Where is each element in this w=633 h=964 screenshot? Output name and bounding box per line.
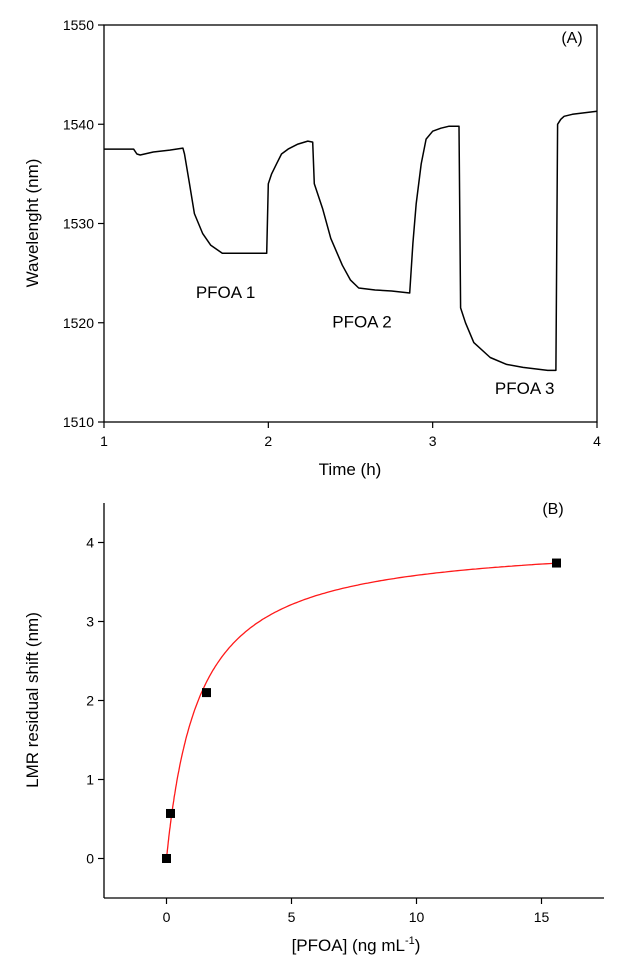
chart-a-y-tick-label: 1520 [63, 315, 94, 331]
chart-b-data-point [162, 854, 171, 863]
chart-b-y-tick-label: 4 [86, 535, 94, 551]
chart-a-panel-label: (A) [561, 30, 582, 47]
chart-a: 1 2 3 4 1510 1520 1530 1540 1550 PFOA 1 PFOA 2 PF… [23, 17, 601, 479]
chart-b-x-tick-label: 15 [534, 909, 550, 925]
chart-b-x-tick-label: 5 [288, 909, 296, 925]
chart-b-data-point [202, 688, 211, 697]
chart-b: 0 5 10 15 0 1 2 3 4 (B) [PFOA] (ng mL-1) LMR re… [23, 501, 604, 955]
chart-a-y-tick-label: 1550 [63, 17, 94, 33]
chart-a-annotation-2: PFOA 2 [332, 313, 392, 332]
chart-a-annotation-3: PFOA 3 [495, 379, 555, 398]
chart-b-data-point [552, 559, 561, 568]
chart-b-x-tick-label: 10 [409, 909, 425, 925]
chart-a-y-axis-title: Wavelenght (nm) [23, 159, 42, 288]
chart-b-fit-curve [167, 563, 557, 858]
chart-a-x-tick-label: 4 [593, 433, 601, 449]
chart-b-x-axis-title-superscript: -1 [405, 935, 415, 947]
chart-b-y-tick-label: 2 [86, 693, 94, 709]
chart-a-x-tick-label: 1 [100, 433, 108, 449]
chart-b-x-axis-title-main: [PFOA] (ng mL [292, 936, 405, 955]
chart-a-annotation-1: PFOA 1 [196, 283, 256, 302]
chart-a-x-tick-label: 3 [429, 433, 437, 449]
chart-b-panel-label: (B) [542, 501, 563, 518]
chart-b-x-axis-title: [PFOA] (ng mL-1) [292, 935, 421, 955]
chart-b-data-point [166, 809, 175, 818]
chart-b-x-tick-label: 0 [163, 909, 171, 925]
chart-a-x-tick-label: 2 [264, 433, 272, 449]
chart-b-y-tick-label: 3 [86, 614, 94, 630]
chart-a-y-tick-label: 1530 [63, 216, 94, 232]
chart-b-x-axis-title-end: ) [415, 936, 421, 955]
chart-a-plot-frame [104, 25, 597, 422]
chart-a-y-tick-label: 1510 [63, 414, 94, 430]
chart-a-x-axis-title: Time (h) [319, 460, 382, 479]
chart-b-y-tick-label: 0 [86, 851, 94, 867]
chart-b-y-axis-title: LMR residual shift (nm) [23, 612, 42, 788]
chart-a-y-tick-label: 1540 [63, 116, 94, 132]
chart-b-y-tick-label: 1 [86, 772, 94, 788]
